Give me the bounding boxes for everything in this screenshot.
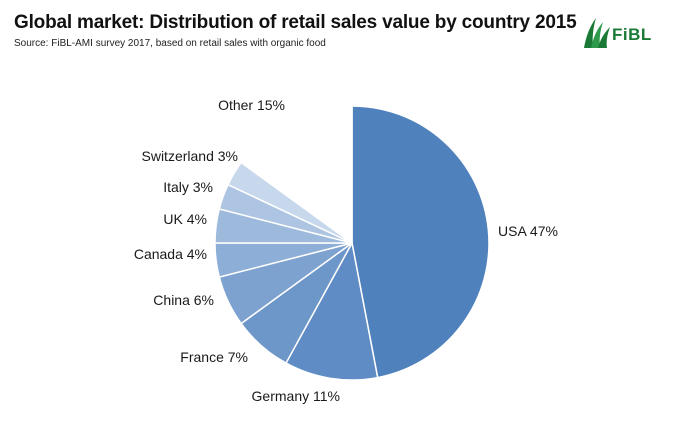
slice-label-germany: Germany 11%: [252, 388, 340, 404]
slice-label-other: Other 15%: [218, 97, 285, 113]
pie-slices: [214, 105, 490, 381]
logo-text: FiBL: [612, 25, 652, 44]
slice-label-uk: UK 4%: [163, 211, 207, 227]
slice-label-switzerland: Switzerland 3%: [142, 148, 239, 164]
pie-slice-usa: [351, 105, 490, 379]
slice-label-usa: USA 47%: [498, 223, 558, 239]
fibl-logo: FiBL: [580, 14, 680, 54]
pie-labels: USA 47% Germany 11% France 7% China 6% Canad…: [134, 97, 558, 404]
pie-slice-germany: [284, 240, 379, 381]
leaf-icon: [584, 18, 610, 48]
slice-label-canada: Canada 4%: [134, 246, 207, 262]
chart-title: Global market: Distribution of retail sa…: [14, 12, 577, 33]
slice-label-france: France 7%: [180, 349, 248, 365]
slice-label-china: China 6%: [153, 292, 214, 308]
chart-source: Source: FiBL-AMI survey 2017, based on r…: [14, 38, 326, 49]
pie-slice-other: [240, 105, 353, 245]
slice-label-italy: Italy 3%: [163, 179, 213, 195]
